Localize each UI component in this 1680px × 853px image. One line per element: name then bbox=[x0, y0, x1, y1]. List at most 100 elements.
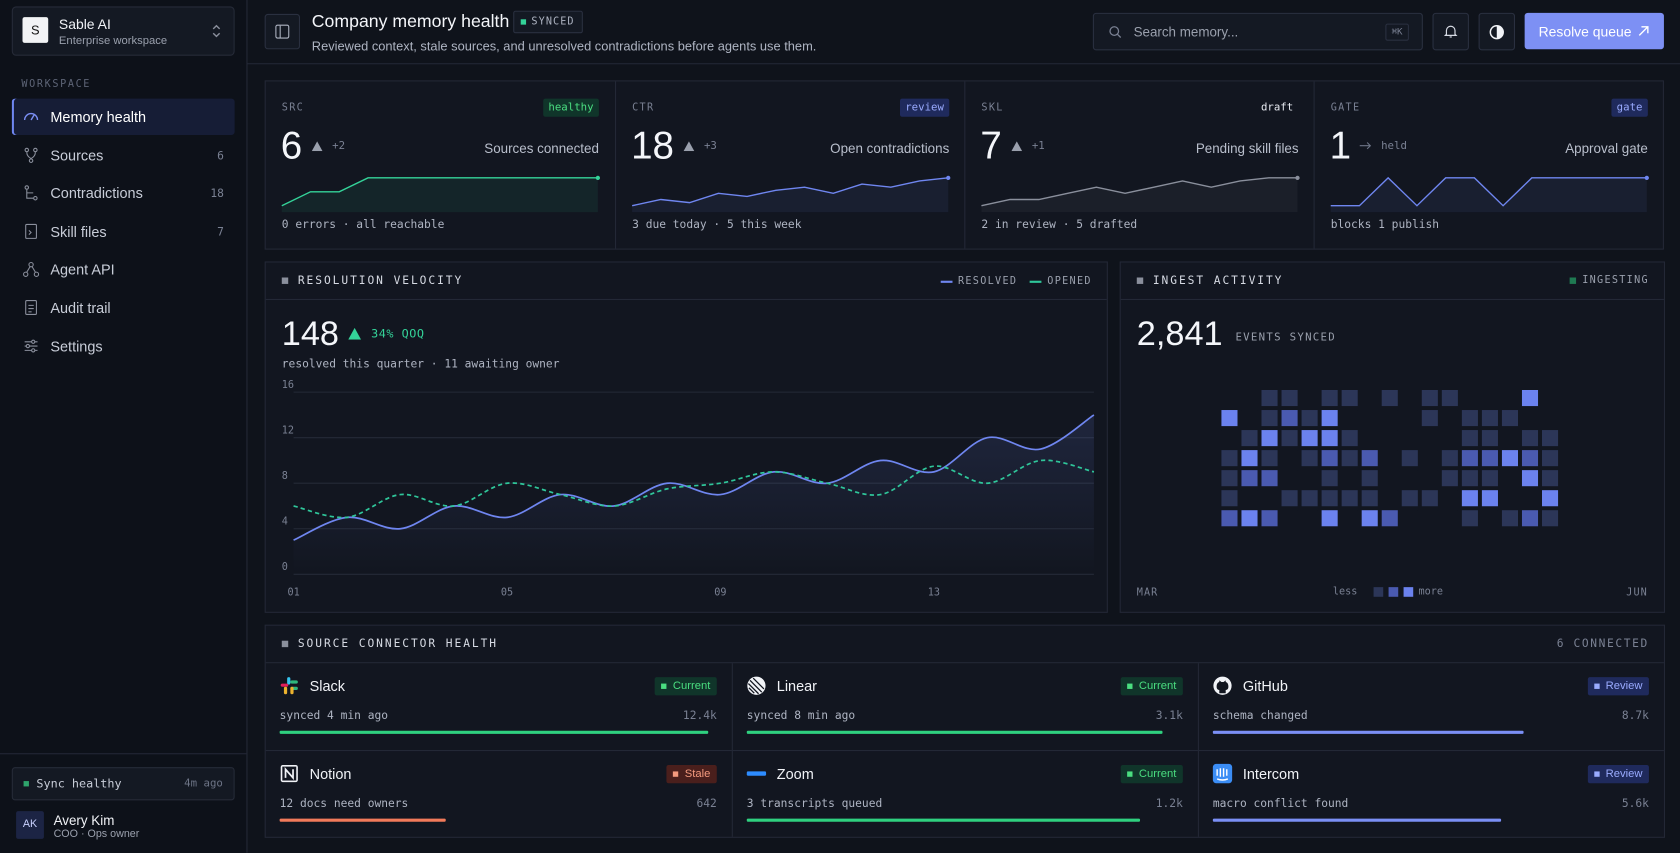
sparkline bbox=[631, 177, 949, 207]
kpi-label: Open contradictions bbox=[830, 141, 950, 157]
heatmap-cell bbox=[1521, 490, 1539, 507]
heatmap-cell bbox=[1542, 410, 1559, 427]
connector-card[interactable]: GitHub Review schema changed 8.7k bbox=[1197, 663, 1664, 751]
kpi-value-row: 7 +1 bbox=[980, 124, 1044, 167]
heatmap-cell bbox=[1321, 450, 1338, 467]
trend-up-icon bbox=[683, 141, 695, 152]
user-avatar[interactable]: AK bbox=[16, 811, 44, 839]
kpi-code: SRC bbox=[281, 101, 305, 114]
y-tick-label: 8 bbox=[282, 471, 288, 482]
nav-count: 6 bbox=[217, 149, 224, 163]
nav-label: Settings bbox=[50, 338, 103, 355]
connector-name: Slack bbox=[309, 678, 346, 695]
connector-status: Current bbox=[1120, 765, 1183, 784]
resolve-label: Resolve queue bbox=[1538, 23, 1632, 40]
kpi-delta: +2 bbox=[332, 139, 346, 152]
sparkline-area bbox=[632, 177, 949, 213]
connector-name: GitHub bbox=[1242, 678, 1288, 695]
heatmap-cell bbox=[1381, 390, 1398, 407]
trend-up-icon bbox=[1011, 141, 1023, 152]
nav-count: 18 bbox=[210, 187, 224, 201]
heatmap-cell bbox=[1481, 390, 1498, 407]
sparkline-chart bbox=[631, 175, 951, 213]
kpi-delta: +1 bbox=[1031, 139, 1045, 152]
connector-logo bbox=[747, 676, 766, 695]
heatmap-cell bbox=[1241, 450, 1258, 467]
heatmap-cell bbox=[1542, 510, 1559, 527]
sidebar-toggle[interactable] bbox=[264, 13, 301, 50]
health-bar bbox=[1212, 818, 1502, 822]
nav-item[interactable]: Audit trail bbox=[12, 289, 235, 325]
legend: RESOLVED OPENED bbox=[940, 275, 1092, 287]
series-area bbox=[293, 414, 1094, 575]
trend-up-icon bbox=[311, 141, 323, 152]
nav-label: Audit trail bbox=[50, 300, 111, 317]
heatmap bbox=[1221, 390, 1559, 527]
connector-card[interactable]: Slack Current synced 4 min ago 12.4k bbox=[266, 663, 732, 750]
ingest-status: INGESTING bbox=[1569, 274, 1649, 286]
search-icon bbox=[1109, 26, 1122, 38]
ingest-panel: INGEST ACTIVITY INGESTING 2,841 EVENTS SYNC… bbox=[1119, 261, 1666, 613]
nav-icon bbox=[25, 300, 37, 316]
nav-item[interactable]: Settings bbox=[12, 327, 235, 363]
heatmap-cell bbox=[1281, 430, 1298, 447]
theme-button[interactable] bbox=[1478, 12, 1516, 51]
heatmap-cell bbox=[1381, 490, 1398, 507]
heatmap-cell bbox=[1361, 390, 1378, 407]
nav-item[interactable]: Contradictions 18 bbox=[12, 175, 235, 211]
status-dot bbox=[661, 683, 667, 689]
heatmap-cell bbox=[1341, 430, 1358, 447]
kpi-row: SRC healthy 6 +2 Sources connected 0 errors ·… bbox=[264, 80, 1664, 250]
notifications-button[interactable] bbox=[1432, 12, 1469, 51]
kpi-delta: +3 bbox=[703, 139, 717, 152]
search-box[interactable]: Search memory... ⌘K bbox=[1092, 12, 1423, 51]
connector-card[interactable]: Notion Stale 12 docs need owners 642 bbox=[265, 750, 732, 837]
search-placeholder: Search memory... bbox=[1133, 24, 1239, 40]
nav-item[interactable]: Agent API bbox=[12, 251, 235, 287]
x-tick-label: 05 bbox=[501, 588, 513, 599]
heatmap-cell bbox=[1361, 490, 1378, 507]
kpi-label: Sources connected bbox=[484, 141, 599, 157]
toggle-icon bbox=[275, 24, 290, 39]
kpi-code: SKL bbox=[981, 101, 1004, 114]
heatmap-cell bbox=[1221, 390, 1238, 407]
connector-volume: 5.6k bbox=[1621, 797, 1649, 811]
heatmap-cell bbox=[1321, 490, 1338, 507]
health-bar bbox=[746, 818, 1141, 822]
nav-item[interactable]: Sources 6 bbox=[12, 137, 235, 173]
connector-card[interactable]: Linear Current synced 8 min ago 3.1k bbox=[731, 663, 1198, 751]
status-label: Sync healthy bbox=[36, 776, 122, 791]
heatmap-cell bbox=[1421, 490, 1438, 507]
status-dot bbox=[672, 771, 679, 777]
heatmap-cell bbox=[1241, 490, 1258, 507]
heatmap-cell bbox=[1341, 510, 1358, 527]
kpi-card: GATE gate 1 held Approval gate blocks 1 publi… bbox=[1313, 81, 1664, 249]
nav-item[interactable]: Skill files 7 bbox=[12, 213, 235, 249]
heatmap-cell bbox=[1461, 430, 1478, 447]
heatmap-cell bbox=[1321, 390, 1338, 407]
panel-footer-divider bbox=[1121, 575, 1664, 576]
kpi-badge: review bbox=[899, 98, 950, 117]
nav-label: Contradictions bbox=[50, 185, 143, 202]
nav-item[interactable]: Memory health bbox=[11, 98, 235, 136]
nav-label: Sources bbox=[50, 147, 104, 164]
sparkline-chart bbox=[981, 175, 1300, 213]
connector-card[interactable]: Zoom Current 3 transcripts queued 1.2k bbox=[731, 750, 1198, 837]
resolve-button[interactable]: Resolve queue bbox=[1524, 12, 1664, 50]
kpi-badge: healthy bbox=[543, 98, 599, 117]
heatmap-cell bbox=[1281, 490, 1298, 507]
heatmap-cell bbox=[1501, 510, 1519, 527]
brand-logo: S bbox=[22, 17, 49, 43]
velocity-panel: RESOLUTION VELOCITY RESOLVED OPENED 148 34% … bbox=[264, 261, 1108, 613]
connector-card[interactable]: Intercom Review macro conflict found 5.6k bbox=[1197, 750, 1664, 837]
connector-summary: 6 CONNECTED bbox=[1556, 637, 1649, 651]
nav-icon bbox=[23, 262, 40, 278]
kpi-label: Pending skill files bbox=[1195, 141, 1299, 157]
badge-dot bbox=[520, 19, 527, 25]
sparkline bbox=[281, 177, 598, 207]
heatmap-cell bbox=[1501, 450, 1519, 467]
velocity-caption: resolved this quarter · 11 awaiting owne… bbox=[281, 357, 560, 371]
workspace-switcher[interactable]: S Sable AI Enterprise workspace bbox=[11, 6, 235, 56]
heatmap-cell bbox=[1261, 510, 1278, 527]
heatmap-cell bbox=[1241, 510, 1258, 527]
